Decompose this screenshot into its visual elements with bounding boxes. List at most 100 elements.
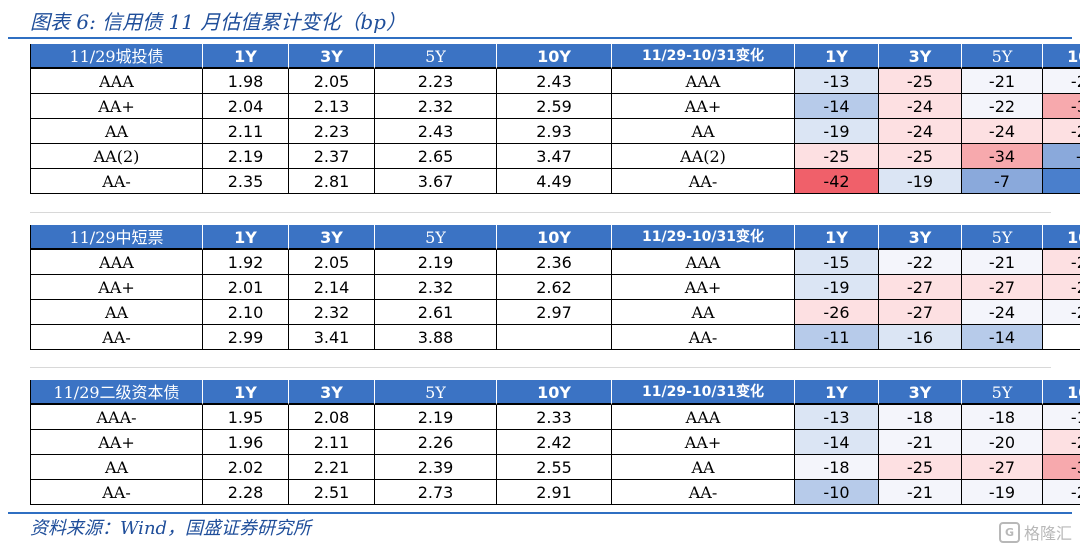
- yield-change-cell: -24: [1043, 250, 1080, 275]
- yield-value-cell: 1.98: [203, 69, 289, 94]
- yield-value-cell: 2.10: [203, 300, 289, 325]
- yield-change-cell: -14: [795, 94, 879, 119]
- yield-value-cell: 1.95: [203, 405, 289, 430]
- yield-change-cell: -15: [795, 250, 879, 275]
- tenor-header-cell: 5Y: [375, 225, 497, 250]
- tenor-header-cell: 3Y: [879, 44, 962, 69]
- tenor-header-cell: 10Y: [1043, 380, 1080, 405]
- yield-change-cell: -21: [879, 480, 962, 505]
- tenor-header-cell: 1Y: [795, 380, 879, 405]
- rating-label-cell: AA+: [31, 430, 203, 455]
- bottom-rule: [8, 512, 1072, 514]
- yield-change-cell: -19: [795, 275, 879, 300]
- rating-label-cell: AA: [31, 455, 203, 480]
- yield-value-cell: 2.42: [497, 430, 612, 455]
- yield-value-cell: 2.93: [497, 119, 612, 144]
- yield-value-cell: 4.49: [497, 169, 612, 194]
- yield-change-cell: -27: [962, 455, 1043, 480]
- tenor-header-cell: 3Y: [289, 44, 375, 69]
- yield-change-cell: -25: [879, 144, 962, 169]
- rating-label-cell: AAA: [31, 250, 203, 275]
- rating-label-cell: AA+: [31, 275, 203, 300]
- change-rating-label-cell: AA: [612, 455, 795, 480]
- change-rating-label-cell: AA: [612, 300, 795, 325]
- change-rating-label-cell: AA-: [612, 480, 795, 505]
- yield-change-cell: -19: [962, 480, 1043, 505]
- yield-change-cell: -27: [1043, 275, 1080, 300]
- rating-label-cell: AA-: [31, 325, 203, 350]
- yield-value-cell: 2.05: [289, 250, 375, 275]
- tenor-header-cell: 5Y: [962, 225, 1043, 250]
- rating-label-cell: AA-: [31, 480, 203, 505]
- yield-change-cell: -24: [879, 119, 962, 144]
- yield-change-cell: -16: [879, 325, 962, 350]
- yield-change-cell: -25: [879, 69, 962, 94]
- yield-value-cell: 2.23: [375, 69, 497, 94]
- yield-change-cell: -11: [795, 325, 879, 350]
- change-rating-label-cell: AA+: [612, 430, 795, 455]
- yield-value-cell: 2.65: [375, 144, 497, 169]
- table-short-term-notes: 11/29中短票1Y3Y5Y10Y11/29-10/31变化1Y3Y5Y10YA…: [30, 225, 1080, 350]
- yield-value-cell: 2.28: [203, 480, 289, 505]
- yield-value-cell: 2.19: [375, 250, 497, 275]
- tenor-header-cell: 1Y: [203, 380, 289, 405]
- yield-change-cell: -26: [795, 300, 879, 325]
- change-header-cell: 11/29-10/31变化: [612, 225, 795, 250]
- yield-value-cell: [497, 325, 612, 350]
- yield-value-cell: 2.73: [375, 480, 497, 505]
- watermark: G 格隆汇: [998, 520, 1072, 544]
- yield-change-cell: -5: [1043, 144, 1080, 169]
- rating-label-cell: AAA-: [31, 405, 203, 430]
- rating-label-cell: AA: [31, 300, 203, 325]
- watermark-logo-icon: G: [998, 521, 1020, 543]
- table-city-investment-bonds: 11/29城投债1Y3Y5Y10Y11/29-10/31变化1Y3Y5Y10YA…: [30, 44, 1080, 194]
- yield-value-cell: 2.19: [375, 405, 497, 430]
- tenor-header-cell: 10Y: [497, 380, 612, 405]
- yield-value-cell: 2.14: [289, 275, 375, 300]
- yield-change-cell: -27: [879, 300, 962, 325]
- yield-value-cell: 2.43: [375, 119, 497, 144]
- yield-value-cell: 2.04: [203, 94, 289, 119]
- table-title-cell: 11/29城投债: [31, 44, 203, 69]
- yield-change-cell: -7: [962, 169, 1043, 194]
- yield-value-cell: 2.51: [289, 480, 375, 505]
- yield-change-cell: -22: [879, 250, 962, 275]
- yield-change-cell: -34: [962, 144, 1043, 169]
- rating-label-cell: AA+: [31, 94, 203, 119]
- yield-change-cell: -20: [962, 430, 1043, 455]
- yield-value-cell: 3.47: [497, 144, 612, 169]
- yield-change-cell: -10: [795, 480, 879, 505]
- change-rating-label-cell: AAA: [612, 250, 795, 275]
- tenor-header-cell: 10Y: [1043, 225, 1080, 250]
- change-rating-label-cell: AAA: [612, 69, 795, 94]
- yield-change-cell: [1043, 325, 1080, 350]
- yield-value-cell: 1.96: [203, 430, 289, 455]
- tenor-header-cell: 3Y: [879, 225, 962, 250]
- yield-value-cell: 2.62: [497, 275, 612, 300]
- tenor-header-cell: 1Y: [203, 44, 289, 69]
- change-header-cell: 11/29-10/31变化: [612, 44, 795, 69]
- tenor-header-cell: 5Y: [375, 380, 497, 405]
- yield-value-cell: 3.41: [289, 325, 375, 350]
- yield-value-cell: 2.55: [497, 455, 612, 480]
- watermark-text: 格隆汇: [1023, 524, 1072, 543]
- yield-value-cell: 2.02: [203, 455, 289, 480]
- tenor-header-cell: 10Y: [1043, 44, 1080, 69]
- change-header-cell: 11/29-10/31变化: [612, 380, 795, 405]
- yield-change-cell: -27: [879, 275, 962, 300]
- rating-label-cell: AA-: [31, 169, 203, 194]
- yield-value-cell: 2.36: [497, 250, 612, 275]
- yield-value-cell: 2.43: [497, 69, 612, 94]
- change-rating-label-cell: AA+: [612, 94, 795, 119]
- yield-change-cell: -19: [879, 169, 962, 194]
- yield-change-cell: -21: [962, 69, 1043, 94]
- section-divider: [30, 212, 1051, 213]
- table-title-cell: 11/29中短票: [31, 225, 203, 250]
- yield-change-cell: -32: [1043, 94, 1080, 119]
- yield-change-cell: -25: [1043, 119, 1080, 144]
- tenor-header-cell: 1Y: [795, 44, 879, 69]
- yield-value-cell: 2.91: [497, 480, 612, 505]
- yield-value-cell: 2.05: [289, 69, 375, 94]
- yield-value-cell: 2.32: [375, 94, 497, 119]
- rating-label-cell: AA: [31, 119, 203, 144]
